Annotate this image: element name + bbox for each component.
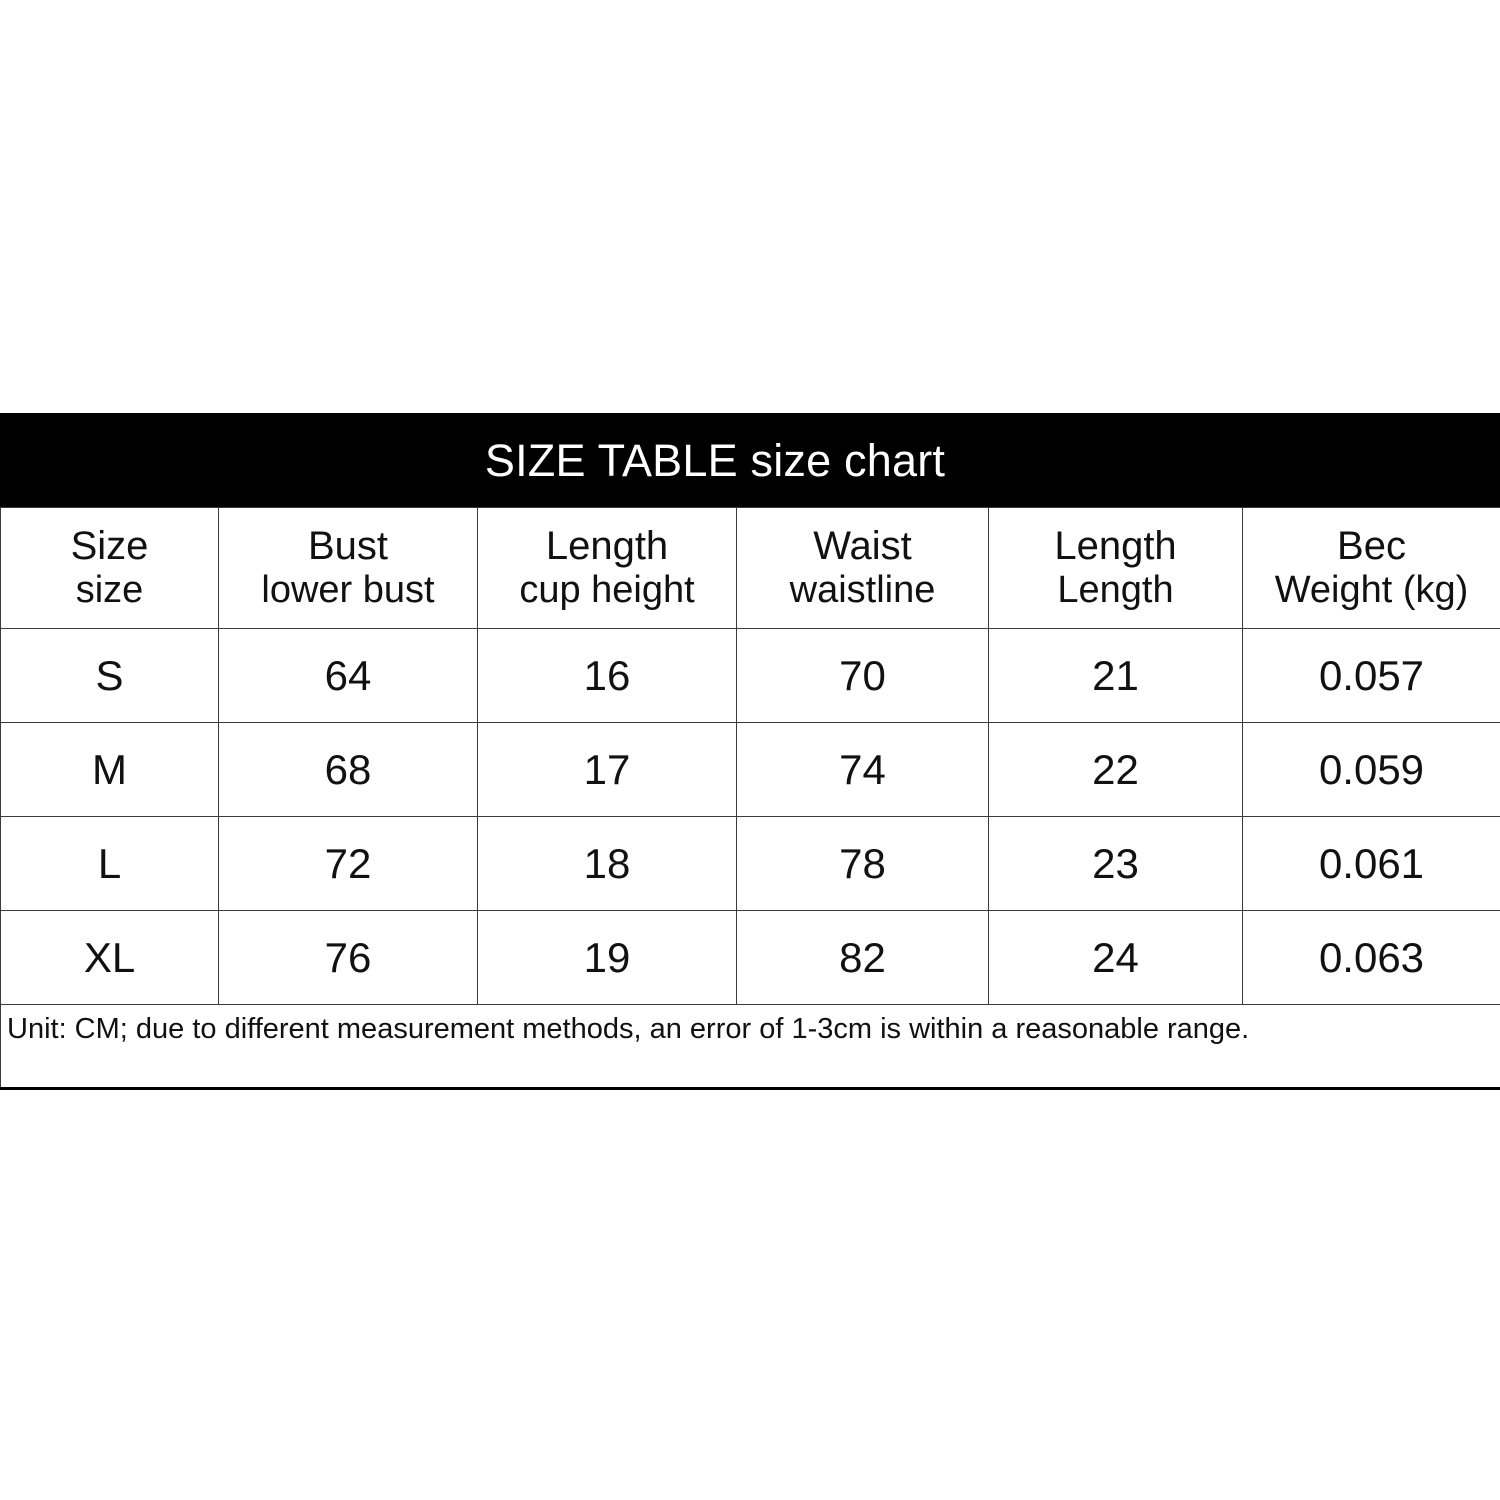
cell-bust: 76	[218, 910, 478, 1005]
cell-cup: 16	[477, 628, 737, 723]
cell-bust: 64	[218, 628, 478, 723]
column-header-sub: Weight (kg)	[1274, 569, 1469, 612]
size-table: Size size Bust lower bust Length cup hei…	[0, 507, 1500, 1090]
table-row: M 68 17 74 22 0.059	[0, 722, 1500, 817]
column-header-sub: size	[75, 569, 144, 612]
cell-size: S	[0, 628, 219, 723]
column-header-main: Length	[545, 524, 669, 569]
column-header-cup-height: Length cup height	[477, 507, 737, 629]
column-header-bust: Bust lower bust	[218, 507, 478, 629]
cell-length: 22	[988, 722, 1243, 817]
cell-length: 23	[988, 816, 1243, 911]
measurement-note-cell: Unit: CM; due to different measurement m…	[0, 1004, 1500, 1090]
column-header-waist: Waist waistline	[736, 507, 989, 629]
column-header-size: Size size	[0, 507, 219, 629]
cell-bust: 68	[218, 722, 478, 817]
table-row: L 72 18 78 23 0.061	[0, 816, 1500, 911]
column-header-main: Bec	[1337, 524, 1406, 569]
table-row: XL 76 19 82 24 0.063	[0, 910, 1500, 1005]
cell-waist: 78	[736, 816, 989, 911]
cell-cup: 19	[477, 910, 737, 1005]
cell-bust: 72	[218, 816, 478, 911]
column-header-main: Length	[1054, 524, 1177, 569]
table-header-row: Size size Bust lower bust Length cup hei…	[0, 507, 1500, 629]
column-header-main: Size	[70, 524, 149, 569]
cell-weight: 0.061	[1242, 816, 1500, 911]
cell-cup: 18	[477, 816, 737, 911]
size-chart: SIZE TABLE size chart Size size Bust low…	[0, 413, 1500, 1090]
cell-cup: 17	[477, 722, 737, 817]
cell-length: 21	[988, 628, 1243, 723]
table-row: S 64 16 70 21 0.057	[0, 628, 1500, 723]
table-note-row: Unit: CM; due to different measurement m…	[0, 1004, 1500, 1090]
column-header-sub: waistline	[789, 569, 936, 612]
column-header-main: Waist	[813, 524, 912, 569]
cell-length: 24	[988, 910, 1243, 1005]
cell-size: M	[0, 722, 219, 817]
column-header-main: Bust	[307, 524, 389, 569]
column-header-sub: lower bust	[261, 569, 435, 612]
cell-weight: 0.057	[1242, 628, 1500, 723]
page-title: SIZE TABLE size chart	[484, 434, 946, 486]
column-header-sub: cup height	[519, 569, 695, 612]
cell-size: XL	[0, 910, 219, 1005]
cell-weight: 0.059	[1242, 722, 1500, 817]
cell-weight: 0.063	[1242, 910, 1500, 1005]
size-chart-title-bar: SIZE TABLE size chart	[0, 413, 1500, 507]
cell-size: L	[0, 816, 219, 911]
cell-waist: 74	[736, 722, 989, 817]
column-header-sub: Length	[1057, 569, 1174, 612]
column-header-weight: Bec Weight (kg)	[1242, 507, 1500, 629]
column-header-length: Length Length	[988, 507, 1243, 629]
measurement-note: Unit: CM; due to different measurement m…	[7, 1013, 1250, 1045]
cell-waist: 70	[736, 628, 989, 723]
cell-waist: 82	[736, 910, 989, 1005]
